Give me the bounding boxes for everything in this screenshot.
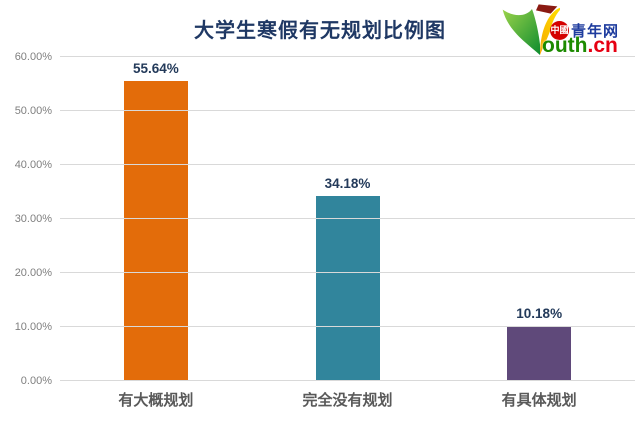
y-tick-label: 20.00%: [14, 267, 52, 280]
bar-value-label: 10.18%: [516, 306, 563, 322]
bar: [123, 80, 188, 381]
leaf-green: [502, 9, 540, 55]
gridline: [60, 380, 635, 381]
china-badge: 中國: [550, 21, 569, 40]
x-axis: 有大概规划 完全没有规划 有具体规划: [60, 389, 635, 410]
gridline: [60, 110, 635, 111]
y-tick-label: 40.00%: [14, 159, 52, 172]
gridline: [60, 218, 635, 219]
y-tick-label: 30.00%: [14, 213, 52, 225]
chart-title: 大学生寒假有无规划比例图: [194, 20, 446, 42]
plot-area: 55.64% 34.18% 10.18%: [60, 56, 635, 381]
gridline: [60, 326, 635, 327]
gridline: [60, 164, 635, 165]
bar-column: 34.18%: [252, 57, 444, 381]
youthcn-logo: 中國 青年网 outh.cn: [500, 3, 638, 57]
wordmark-cn: .cn: [587, 34, 618, 57]
youthnet-text: 青年网: [571, 23, 620, 40]
y-tick-label: 10.00%: [14, 321, 52, 334]
bar-value-label: 34.18%: [324, 176, 371, 192]
gridline: [60, 56, 635, 57]
wordmark-outh: outh: [542, 34, 588, 57]
bar: [315, 196, 380, 381]
x-category-label: 完全没有规划: [302, 392, 393, 409]
y-tick-label: 50.00%: [14, 105, 52, 117]
bar-value-label: 55.64%: [132, 60, 179, 76]
leaf-dark-red: [536, 4, 558, 14]
x-category-label: 有具体规划: [501, 392, 577, 409]
bar: [507, 326, 572, 381]
y-tick-label: 60.00%: [14, 51, 52, 63]
youthcn-wordmark: outh.cn: [542, 34, 618, 58]
x-category-label: 有大概规划: [118, 392, 194, 409]
y-tick-label: 0.00%: [20, 375, 52, 387]
y-axis: 0.00% 10.00% 20.00% 30.00% 40.00% 50.00% 60.00…: [0, 51, 52, 387]
bar-column: 55.64%: [60, 57, 252, 381]
gridline: [60, 272, 635, 273]
bar-column: 10.18%: [443, 57, 635, 381]
youthcn-badge-row: 中國 青年网: [550, 20, 619, 41]
bar-columns: 55.64% 34.18% 10.18%: [60, 57, 635, 381]
